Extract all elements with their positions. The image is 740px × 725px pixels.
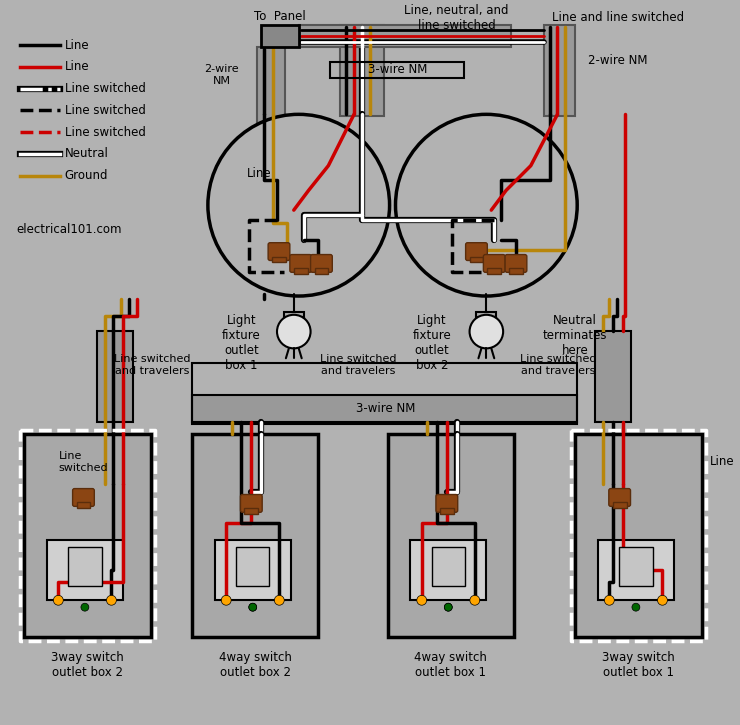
FancyBboxPatch shape [436,494,458,513]
Bar [192,434,318,637]
Text: Line switched
and travelers: Line switched and travelers [115,355,191,376]
Bar [470,257,483,262]
Text: 3-wire NM: 3-wire NM [368,63,427,76]
Bar [411,539,486,600]
Bar [284,312,303,317]
Circle shape [632,603,640,611]
Bar [272,257,286,262]
Bar [330,62,464,78]
Circle shape [53,595,64,605]
Bar [236,547,269,587]
Text: Line: Line [64,38,90,51]
Circle shape [249,603,257,611]
Bar [509,268,523,274]
Text: Light
fixture
outlet
box 2: Light fixture outlet box 2 [413,314,451,372]
Text: Line: Line [246,167,271,180]
Bar [544,25,575,116]
FancyBboxPatch shape [240,494,262,513]
Bar [431,547,465,587]
Text: Line switched: Line switched [64,125,146,138]
Text: Line and line switched: Line and line switched [551,11,684,24]
Circle shape [277,315,311,349]
Circle shape [417,595,427,605]
FancyBboxPatch shape [505,254,527,273]
Text: 4way switch
outlet box 2: 4way switch outlet box 2 [219,650,292,679]
Bar [261,25,299,47]
Bar [244,508,258,514]
Bar [388,434,514,637]
Text: Line switched
and travelers: Line switched and travelers [520,355,596,376]
Text: Line: Line [64,60,90,73]
Text: 4way switch
outlet box 1: 4way switch outlet box 1 [414,650,487,679]
Circle shape [221,595,231,605]
Text: To  Panel: To Panel [254,10,306,23]
Circle shape [249,603,257,611]
Bar [595,331,630,423]
Bar [68,547,101,587]
Text: Light
fixture
outlet
box 1: Light fixture outlet box 1 [222,314,260,372]
Circle shape [470,315,503,349]
Bar [575,434,702,637]
Bar [192,395,577,423]
FancyBboxPatch shape [465,243,488,260]
FancyBboxPatch shape [290,254,312,273]
Bar [488,268,501,274]
Bar [258,47,285,136]
Text: Line switched: Line switched [64,104,146,117]
Text: 3-wire NM: 3-wire NM [356,402,415,415]
FancyBboxPatch shape [483,254,505,273]
Circle shape [81,603,89,611]
Text: Line switched
and travelers: Line switched and travelers [320,355,396,376]
Bar [340,25,383,116]
Text: Neutral: Neutral [64,147,109,160]
Text: Line: Line [710,455,734,468]
Text: Line, neutral, and
line switched: Line, neutral, and line switched [405,4,509,32]
Text: 3way switch
outlet box 2: 3way switch outlet box 2 [51,650,124,679]
Bar [215,539,291,600]
Bar [619,547,653,587]
FancyBboxPatch shape [311,254,332,273]
Text: Line switched: Line switched [64,82,146,95]
FancyBboxPatch shape [609,489,630,506]
Bar [477,312,497,317]
Circle shape [275,595,284,605]
Circle shape [444,603,452,611]
Text: electrical101.com: electrical101.com [16,223,122,236]
Circle shape [208,115,389,296]
Bar [598,539,674,600]
Circle shape [444,603,452,611]
Circle shape [605,595,614,605]
Bar [192,363,577,424]
Circle shape [658,595,667,605]
Bar [314,268,329,274]
Text: Neutral
terminates
here: Neutral terminates here [543,314,608,357]
Bar [613,502,627,508]
Circle shape [470,595,480,605]
Text: Ground: Ground [64,169,108,182]
Bar [294,268,308,274]
Bar [299,25,511,47]
Bar [24,434,151,637]
Circle shape [395,115,577,296]
Bar [76,502,90,508]
Bar [47,539,123,600]
Bar [97,331,133,423]
Circle shape [107,595,116,605]
Text: Line
switched: Line switched [58,451,108,473]
Bar [440,508,454,514]
Text: 2-wire NM: 2-wire NM [588,54,648,67]
FancyBboxPatch shape [73,489,94,506]
Text: 3way switch
outlet box 1: 3way switch outlet box 1 [602,650,675,679]
FancyBboxPatch shape [268,243,290,260]
Text: 2-wire
NM: 2-wire NM [204,64,239,86]
